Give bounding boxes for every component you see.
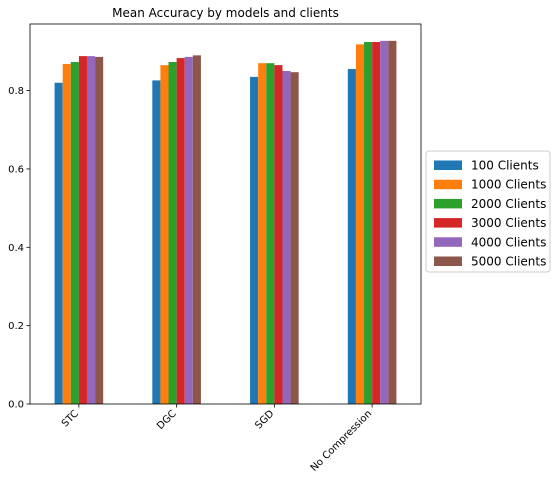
bar bbox=[152, 80, 161, 404]
y-tick-label: 0.0 bbox=[8, 400, 24, 411]
bar bbox=[290, 72, 299, 404]
bar bbox=[364, 42, 373, 405]
bar bbox=[176, 58, 185, 404]
bar bbox=[70, 62, 79, 404]
bar bbox=[258, 63, 267, 405]
bar bbox=[250, 76, 259, 404]
x-tick-label: SGD bbox=[253, 408, 276, 431]
legend-label: 3000 Clients bbox=[471, 216, 546, 230]
bar bbox=[184, 56, 193, 404]
bar bbox=[192, 55, 201, 405]
bars-layer bbox=[54, 40, 397, 405]
y-tick-label: 0.8 bbox=[8, 86, 24, 97]
legend-swatch bbox=[434, 218, 462, 228]
bar bbox=[355, 44, 365, 405]
bar bbox=[388, 40, 397, 404]
y-tick-label: 0.4 bbox=[8, 243, 24, 254]
x-tick-label: STC bbox=[60, 408, 81, 429]
legend: 100 Clients 1000 Clients 2000 Clients 3000 … bbox=[425, 150, 551, 273]
bar bbox=[54, 82, 63, 404]
bar bbox=[347, 69, 356, 405]
legend-label: 5000 Clients bbox=[471, 255, 546, 269]
x-tick-label: DGC bbox=[155, 408, 179, 432]
y-tick-label: 0.2 bbox=[8, 321, 24, 332]
bar bbox=[62, 63, 71, 405]
bar bbox=[266, 63, 275, 405]
bar bbox=[168, 62, 177, 404]
legend-swatch bbox=[434, 237, 462, 247]
legend-label: 2000 Clients bbox=[471, 197, 546, 211]
bar bbox=[160, 65, 169, 404]
bar bbox=[372, 42, 381, 405]
bar bbox=[78, 56, 87, 405]
chart-title: Mean Accuracy by models and clients bbox=[112, 6, 339, 20]
x-tick-label: No Compression bbox=[309, 408, 375, 474]
legend-label: 1000 Clients bbox=[471, 178, 546, 192]
bar bbox=[282, 71, 291, 404]
legend-label: 100 Clients bbox=[471, 159, 539, 173]
bar bbox=[380, 40, 389, 404]
legend-swatch bbox=[434, 179, 462, 190]
legend-label: 4000 Clients bbox=[471, 235, 546, 249]
legend-swatch bbox=[434, 160, 462, 170]
plot-frame bbox=[29, 23, 422, 405]
bar bbox=[95, 56, 104, 404]
legend-swatch bbox=[434, 256, 462, 266]
bar bbox=[86, 56, 96, 405]
bar bbox=[274, 65, 283, 404]
legend-swatch bbox=[434, 198, 462, 209]
y-tick-label: 0.6 bbox=[8, 164, 24, 175]
